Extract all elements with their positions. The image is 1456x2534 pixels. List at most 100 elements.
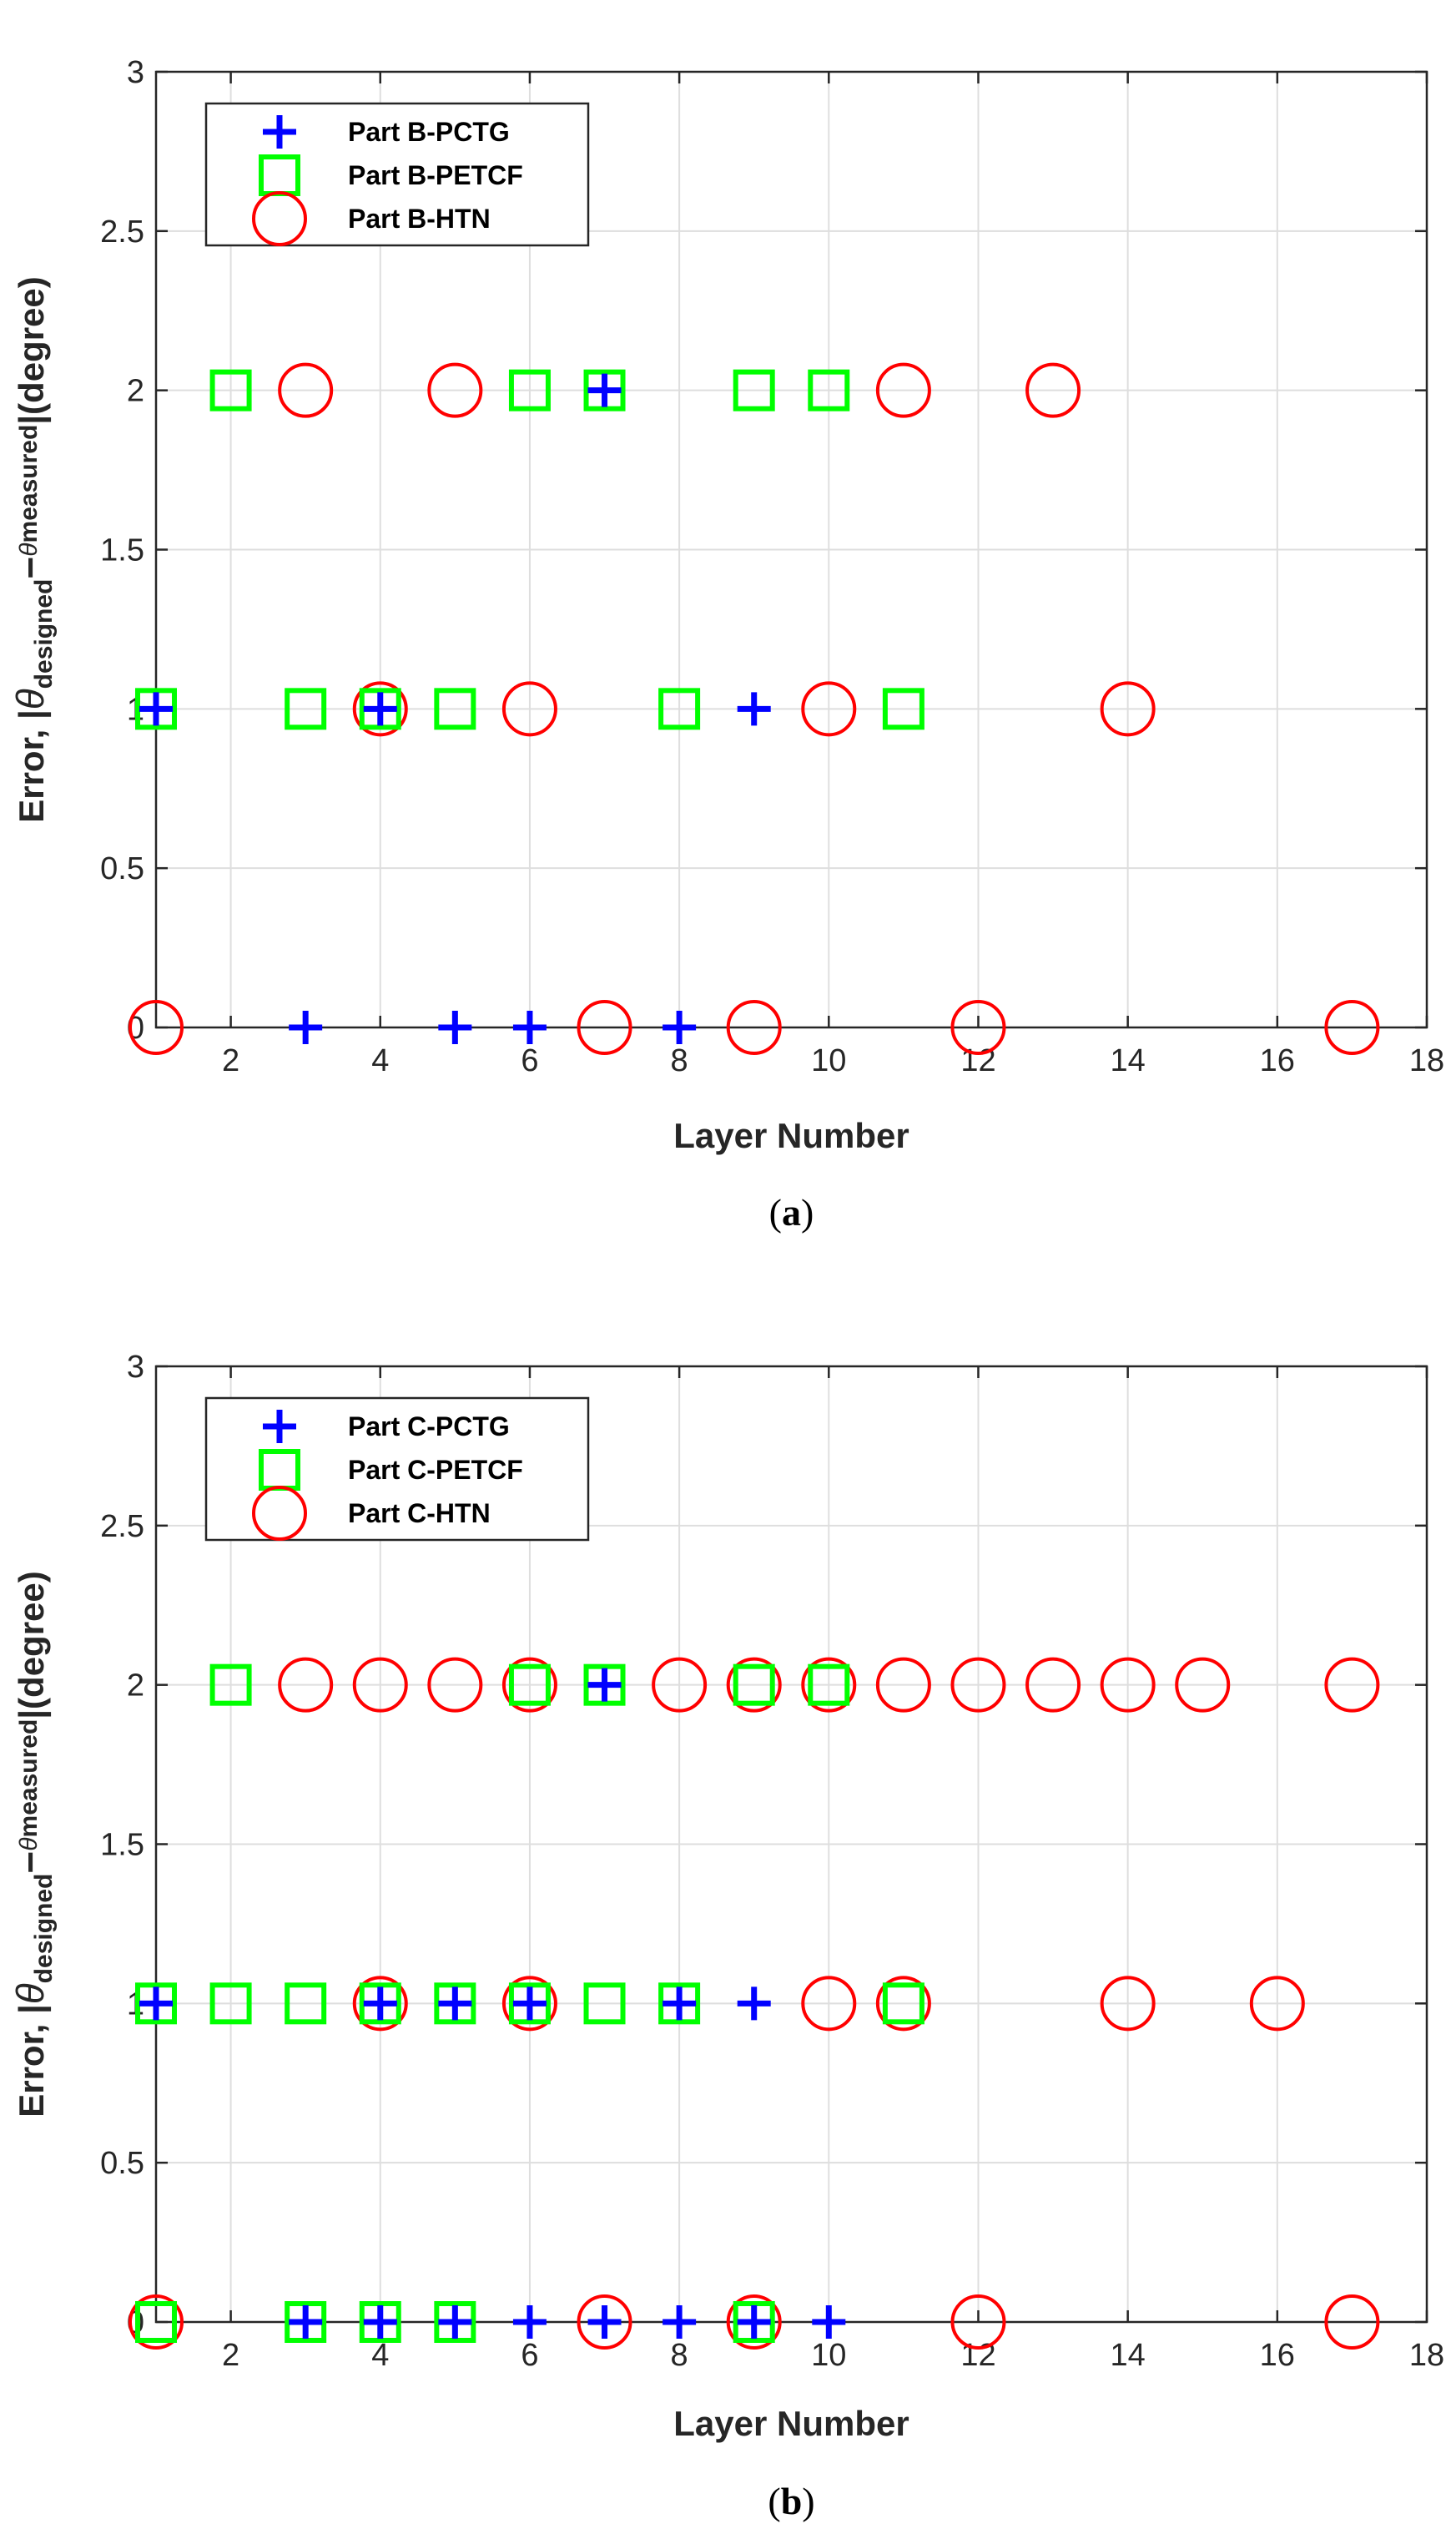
y-axis-label-minus: − (8, 1851, 52, 1874)
x-tick-label: 2 (222, 2338, 239, 2373)
x-axis-label: Layer Number (673, 1116, 909, 1155)
y-axis-label-minus: − (8, 557, 52, 579)
data-point-square (359, 1982, 401, 2025)
data-point-circle (950, 1000, 1006, 1055)
data-point-plus (512, 1011, 547, 1044)
data-point-circle (352, 1976, 408, 2032)
y-axis-label-sub2: measured (15, 1719, 43, 1838)
data-point-square (733, 2301, 775, 2343)
x-tick-label: 16 (1260, 1043, 1295, 1078)
data-point-square (434, 1982, 476, 2025)
y-axis-label-theta: θ (15, 1837, 43, 1851)
legend-label: Part C-PETCF (348, 1455, 523, 1485)
data-point-square (583, 1663, 626, 1706)
data-point-square (508, 1663, 551, 1706)
data-point-circle (278, 1657, 334, 1713)
data-point-circle (577, 1000, 632, 1055)
data-point-circle (427, 1657, 483, 1713)
data-point-circle (875, 362, 931, 418)
y-tick-label: 2 (127, 1668, 144, 1704)
data-point-square (508, 369, 551, 411)
data-point-plus (289, 2305, 323, 2339)
legend-label: Part B-HTN (348, 204, 491, 234)
x-tick-label: 6 (521, 1043, 538, 1078)
data-point-plus (512, 1986, 547, 2021)
data-marks (128, 362, 1380, 1055)
caption-letter: b (781, 2480, 803, 2522)
data-point-circle (1324, 1000, 1380, 1055)
x-tick-label: 10 (811, 1043, 846, 1078)
data-point-plus (587, 2305, 622, 2339)
data-point-circle (1324, 2294, 1380, 2350)
data-point-circle (278, 362, 334, 418)
x-tick-label: 2 (222, 1043, 239, 1078)
x-tick-label: 4 (371, 2338, 389, 2373)
y-tick-label: 1.5 (100, 1828, 144, 1863)
data-point-circle (427, 362, 483, 418)
data-point-square (583, 369, 626, 411)
y-tick-label: 0.5 (100, 2146, 144, 2181)
data-point-plus (812, 2305, 846, 2339)
data-point-square (209, 369, 252, 411)
x-tick-label: 18 (1409, 2338, 1444, 2373)
data-point-plus (363, 692, 397, 726)
data-point-plus (663, 2305, 697, 2339)
y-axis-label-sub1: designed (30, 579, 58, 689)
x-axis-label: Layer Number (673, 2404, 909, 2443)
y-axis-label-theta: θ (8, 689, 52, 709)
data-point-plus (587, 1668, 622, 1702)
caption-letter: a (782, 1191, 801, 1234)
data-point-plus (737, 1986, 771, 2021)
data-point-plus (587, 373, 622, 407)
legend: Part C-PCTG Part C-PETCF Part C-HTN (204, 1396, 590, 1542)
x-tick-label: 10 (811, 2338, 846, 2373)
data-point-square (135, 688, 177, 730)
data-point-square (882, 1982, 924, 2025)
data-point-circle (801, 681, 857, 737)
data-marks (128, 1657, 1380, 2350)
data-point-square (209, 1982, 252, 2025)
data-point-square (285, 1982, 327, 2025)
data-point-circle (501, 681, 557, 737)
data-point-circle (1025, 1657, 1081, 1713)
data-point-circle (950, 1657, 1006, 1713)
y-axis-label: Error, |θdesigned−θmeasured|(degree) (8, 276, 58, 823)
y-tick-label: 2.5 (100, 215, 144, 250)
data-point-circle (1175, 1657, 1231, 1713)
data-point-circle (1100, 1976, 1156, 2032)
data-point-square (733, 369, 775, 411)
data-point-plus (438, 1986, 472, 2021)
data-point-circle (875, 1976, 931, 2032)
data-point-circle (726, 1657, 782, 1713)
data-point-circle (1025, 362, 1081, 418)
data-point-square (583, 1982, 626, 2025)
legend-box (204, 102, 590, 247)
data-point-plus (663, 1011, 697, 1044)
data-point-square (285, 2301, 327, 2343)
data-point-circle (801, 1976, 857, 2032)
y-axis-label-sub1: designed (30, 1874, 58, 1984)
caption-open: ( (768, 2480, 780, 2522)
data-point-square (135, 1982, 177, 2025)
y-tick-label: 3 (127, 55, 144, 90)
data-point-plus (139, 692, 173, 726)
data-point-plus (139, 1986, 173, 2021)
legend-label: Part C-PCTG (348, 1411, 510, 1441)
data-point-circle (1249, 1976, 1305, 2032)
legend-marker-plus (263, 115, 296, 149)
data-point-circle (726, 2294, 782, 2350)
caption-close: ) (801, 1191, 814, 1234)
caption-close: ) (802, 2480, 814, 2522)
legend-label: Part B-PCTG (348, 117, 510, 147)
data-point-square (733, 1663, 775, 1706)
data-point-plus (363, 1986, 397, 2021)
y-tick-label: 1.5 (100, 533, 144, 568)
figure-caption: (a) (769, 1191, 814, 1234)
data-point-square (209, 1663, 252, 1706)
y-axis-label: Error, |θdesigned−θmeasured|(degree) (8, 1571, 58, 2118)
data-point-square (882, 688, 924, 730)
y-axis-label-prefix: Error, | (12, 2004, 52, 2117)
legend-marker-circle (252, 191, 307, 246)
x-tick-label: 18 (1409, 1043, 1444, 1078)
data-point-square (434, 2301, 476, 2343)
